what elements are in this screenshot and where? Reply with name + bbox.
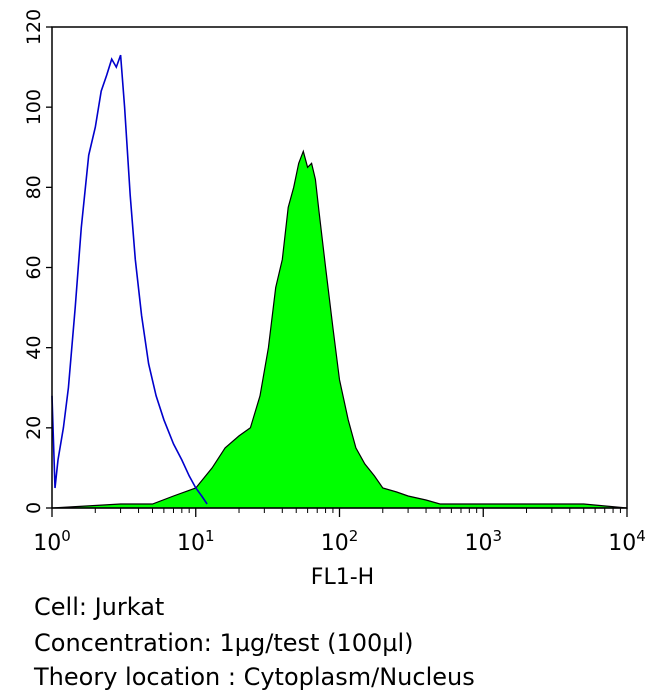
y-axis: 0 20 40 60 80 100 120	[23, 9, 52, 514]
x-tick-label: 104	[608, 527, 646, 556]
y-tick-label: 100	[23, 89, 45, 125]
caption-concentration: Concentration: 1µg/test (100µl)	[34, 629, 414, 657]
y-tick-label: 0	[23, 502, 45, 514]
line-layer	[51, 54, 208, 505]
caption-location: Theory location : Cytoplasm/Nucleus	[34, 663, 475, 691]
y-tick-label: 20	[23, 416, 45, 440]
caption-cell: Cell: Jurkat	[34, 593, 165, 621]
x-axis: 100 101 102 103 104	[33, 508, 646, 556]
x-tick-label: 103	[464, 527, 502, 556]
x-tick-label: 101	[177, 527, 215, 556]
series-0-outline	[51, 54, 208, 505]
x-axis-title: FL1-H	[311, 565, 374, 590]
y-tick-label: 120	[23, 9, 45, 45]
y-tick-label: 60	[23, 255, 45, 279]
series-1-filled-area	[51, 149, 628, 509]
x-tick-label: 102	[321, 527, 359, 556]
fill-layer	[51, 149, 628, 509]
flow-histogram-chart: 0 20 40 60 80 100 120 100 101 102 103 104 FL1-H	[23, 9, 646, 590]
y-tick-label: 80	[23, 175, 45, 199]
x-tick-label: 100	[33, 527, 71, 556]
y-tick-label: 40	[23, 336, 45, 360]
